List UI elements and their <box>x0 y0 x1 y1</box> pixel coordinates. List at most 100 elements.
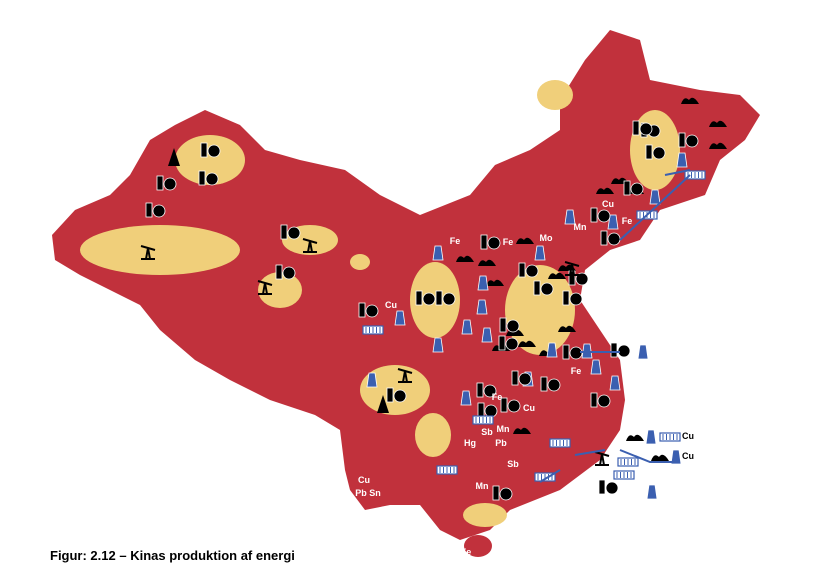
coal-icon <box>651 454 669 461</box>
power-plant-icon <box>607 214 619 230</box>
mineral-label: Mn <box>497 424 510 434</box>
power-plant-icon <box>546 342 558 358</box>
sphere <box>607 232 621 246</box>
mineral-label: Fe <box>622 216 633 226</box>
rig-icon <box>377 395 389 413</box>
refinery-icon <box>632 120 653 136</box>
coal-shape <box>513 427 531 434</box>
refinery-icon <box>533 280 554 296</box>
refinery-icon <box>645 144 666 160</box>
sphere <box>597 394 611 408</box>
mineral-label: Cu <box>523 403 535 413</box>
sphere <box>499 487 513 501</box>
power-plant-icon <box>646 484 658 500</box>
tank <box>498 335 506 351</box>
coal-icon <box>626 434 644 441</box>
tank <box>156 175 164 191</box>
refinery-icon <box>477 402 498 418</box>
refinery-icon <box>275 264 296 280</box>
coal-icon <box>558 325 576 332</box>
tank <box>275 264 283 280</box>
mineral-label: Sb <box>481 427 493 437</box>
hydro-icon <box>549 438 571 448</box>
tank <box>198 170 206 186</box>
pipeline <box>574 449 606 456</box>
tank <box>645 144 653 160</box>
mineral-label: Mn <box>574 222 587 232</box>
coal-icon <box>486 279 504 286</box>
mineral-label: Mo <box>540 233 553 243</box>
oil-pump-icon <box>397 368 413 383</box>
mineral-label: Cu <box>385 300 397 310</box>
tank <box>562 344 570 360</box>
hydro-icon <box>659 432 681 442</box>
tank <box>632 120 640 136</box>
refinery-icon <box>610 342 631 358</box>
coal-shape <box>651 454 669 461</box>
tank <box>200 142 208 158</box>
hydro-icon <box>362 325 384 335</box>
hydro-icon <box>617 457 639 467</box>
coal-icon <box>513 427 531 434</box>
tank <box>562 290 570 306</box>
refinery-icon <box>511 370 532 386</box>
mineral-label: Fe <box>503 237 514 247</box>
tank <box>590 207 598 223</box>
power-plant-icon <box>394 310 406 326</box>
sphere <box>507 399 521 413</box>
tank <box>533 280 541 296</box>
tank <box>568 270 576 286</box>
pipeline <box>619 449 680 463</box>
tank <box>435 290 443 306</box>
sphere <box>540 282 554 296</box>
china-outline <box>52 30 760 540</box>
caption: Figur: 2.12 – Kinas produktion af energi <box>50 548 295 563</box>
basin <box>415 413 451 457</box>
basin <box>360 365 430 415</box>
oil-pump-icon <box>140 245 156 260</box>
tank <box>415 290 423 306</box>
coal-shape <box>478 259 496 266</box>
power-plant-icon <box>476 299 488 315</box>
tank <box>511 370 519 386</box>
coal-icon <box>478 259 496 266</box>
refinery-icon <box>492 485 513 501</box>
sphere <box>442 292 456 306</box>
power-plant-icon <box>477 275 489 291</box>
power-plant-icon <box>564 209 576 225</box>
hydro-icon <box>472 415 494 425</box>
tank <box>280 224 288 240</box>
coal-icon <box>516 237 534 244</box>
sphere <box>207 144 221 158</box>
sphere <box>597 209 611 223</box>
coal-icon <box>596 187 614 194</box>
mineral-label: Mn <box>476 481 489 491</box>
sphere <box>282 266 296 280</box>
sphere <box>506 319 520 333</box>
pipeline <box>539 469 561 483</box>
sphere <box>163 177 177 191</box>
hydro-icon <box>436 465 458 475</box>
mineral-label: Cu <box>602 199 614 209</box>
basin <box>350 254 370 270</box>
coal-shape <box>486 279 504 286</box>
coal-shape <box>548 272 566 279</box>
sphere <box>505 337 519 351</box>
oil-pump-icon <box>594 451 610 466</box>
power-plant-icon <box>645 429 657 445</box>
mineral-label: Pb <box>355 488 367 498</box>
tank <box>480 234 488 250</box>
tank <box>598 479 606 495</box>
tank <box>540 376 548 392</box>
tank <box>358 302 366 318</box>
refinery-icon <box>200 142 221 158</box>
hainan-island <box>464 535 492 557</box>
mineral-label: Sb <box>507 459 519 469</box>
coal-icon <box>709 142 727 149</box>
refinery-icon <box>435 290 456 306</box>
sphere <box>652 146 666 160</box>
sphere <box>205 172 219 186</box>
sphere <box>487 236 501 250</box>
